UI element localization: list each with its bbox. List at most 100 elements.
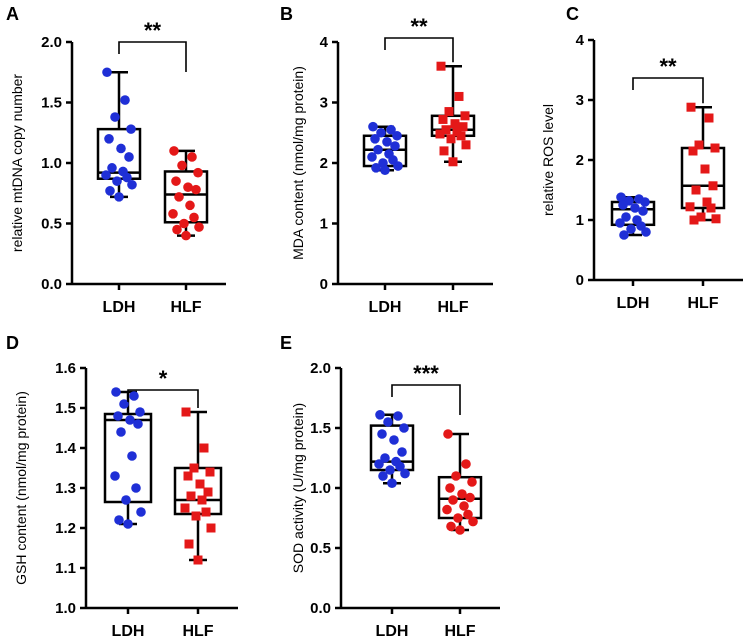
- panel-letter: D: [6, 333, 19, 353]
- data-point: [183, 471, 193, 481]
- data-point: [194, 222, 204, 232]
- data-point: [111, 387, 121, 397]
- data-point: [626, 224, 636, 234]
- data-point: [124, 152, 134, 162]
- y-tick-label: 0.0: [41, 276, 62, 293]
- data-point: [377, 429, 387, 439]
- significance-bracket: [384, 37, 454, 63]
- significance-bracket: [118, 41, 187, 72]
- data-point: [189, 212, 199, 223]
- data-point: [446, 521, 456, 532]
- data-point: [169, 146, 179, 156]
- significance-bracket: [632, 77, 704, 104]
- y-tick-label: 1: [576, 212, 584, 229]
- x-category-label: LDH: [376, 623, 409, 639]
- data-point: [704, 113, 714, 123]
- data-point: [380, 165, 390, 176]
- y-tick-label: 1.0: [310, 480, 331, 497]
- y-tick-label: 1.1: [55, 560, 76, 577]
- series-ldh: [103, 387, 153, 529]
- data-point: [195, 479, 205, 489]
- data-point: [694, 140, 704, 150]
- data-point: [383, 417, 393, 427]
- data-point: [112, 176, 122, 186]
- x-category-label: HLF: [687, 295, 718, 312]
- data-point: [711, 214, 721, 224]
- data-point: [120, 95, 130, 105]
- data-point: [389, 435, 399, 445]
- data-point: [373, 144, 383, 155]
- data-point: [459, 501, 469, 511]
- data-point: [618, 200, 628, 210]
- x-category-label: HLF: [170, 299, 201, 316]
- data-point: [441, 125, 451, 135]
- data-point: [116, 143, 126, 154]
- data-point: [179, 218, 189, 229]
- data-point: [453, 513, 463, 523]
- y-tick-label: 0.0: [310, 600, 331, 617]
- data-point: [171, 176, 181, 186]
- data-point: [116, 427, 126, 437]
- data-point: [700, 164, 710, 174]
- y-tick-label: 2.0: [41, 34, 62, 51]
- data-point: [201, 507, 211, 517]
- data-point: [185, 200, 195, 211]
- data-point: [400, 468, 410, 479]
- data-point: [457, 489, 467, 499]
- data-point: [399, 423, 409, 433]
- data-point: [442, 504, 452, 515]
- significance-label: **: [659, 54, 677, 79]
- data-point: [131, 483, 141, 493]
- data-point: [174, 192, 184, 202]
- data-point: [374, 459, 384, 469]
- data-point: [460, 111, 470, 121]
- x-category-label: HLF: [437, 299, 468, 316]
- data-point: [621, 212, 631, 222]
- data-point: [445, 483, 455, 493]
- data-point: [110, 471, 120, 481]
- data-point: [121, 495, 131, 505]
- x-category-label: LDH: [369, 299, 402, 316]
- data-point: [439, 146, 449, 156]
- data-point: [133, 419, 143, 429]
- data-point: [177, 160, 187, 171]
- data-point: [189, 463, 199, 473]
- series-hlf: [430, 61, 476, 167]
- y-axis-title: SOD activity (U/mg protein): [290, 403, 306, 573]
- data-point: [378, 471, 388, 481]
- y-axis-title: relative ROS level: [540, 104, 556, 216]
- data-point: [113, 411, 123, 421]
- x-category-label: LDH: [617, 295, 650, 312]
- data-point: [630, 203, 640, 213]
- data-point: [467, 477, 477, 487]
- data-point: [114, 515, 124, 525]
- series-hlf: [163, 146, 209, 241]
- significance-label: **: [144, 18, 162, 43]
- y-tick-label: 2: [576, 152, 584, 169]
- x-category-label: LDH: [112, 623, 145, 639]
- data-point: [114, 192, 124, 202]
- chart-panel-c: C 0 1 2 3 4 LDH HLF relative ROS level **: [540, 4, 743, 312]
- data-point: [392, 130, 402, 141]
- data-point: [387, 478, 397, 489]
- data-point: [458, 122, 468, 132]
- data-point: [456, 131, 466, 141]
- panel-letter: A: [6, 4, 19, 24]
- data-point: [461, 140, 471, 150]
- data-point: [181, 230, 191, 241]
- data-point: [193, 167, 203, 178]
- data-point: [126, 124, 136, 134]
- data-point: [378, 158, 388, 168]
- data-point: [685, 202, 695, 212]
- data-point: [468, 516, 478, 527]
- y-tick-label: 3: [576, 92, 584, 109]
- data-point: [135, 407, 145, 417]
- data-point: [191, 184, 201, 195]
- data-point: [702, 197, 712, 207]
- chart-panel-b: B 0 1 2 3 4 LDH HLF MDA content (nmol/mg protein…: [280, 4, 493, 316]
- y-tick-label: 4: [576, 32, 585, 49]
- y-tick-label: 0.5: [41, 216, 62, 233]
- data-point: [461, 459, 471, 469]
- y-tick-label: 1.0: [41, 155, 62, 172]
- chart-panel-a: A 0.0 0.5 1.0 1.5 2.0 LDH HLF relative mtDNA cop…: [6, 4, 226, 316]
